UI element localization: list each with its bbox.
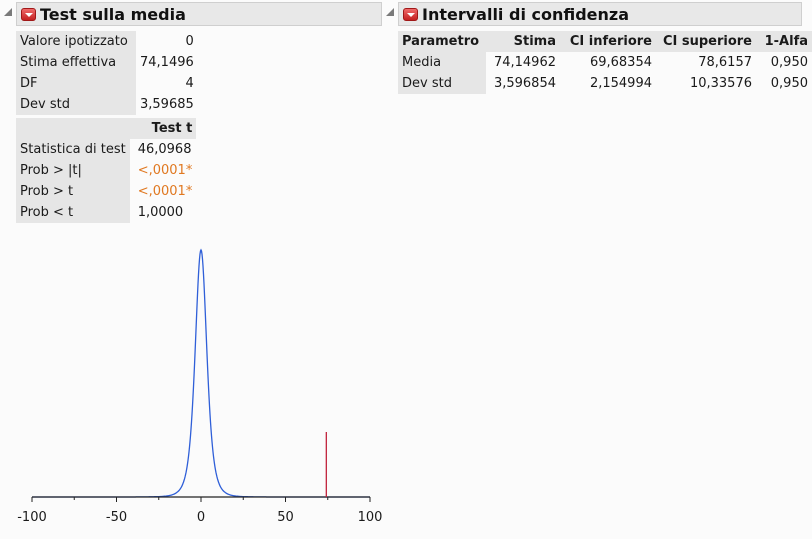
test-row: Prob < t 1,0000	[16, 202, 197, 223]
summary-row: Dev std 3,59685	[16, 94, 198, 115]
cell-value: 0,950	[756, 52, 812, 73]
confidence-intervals-table: Parametro Stima CI inferiore CI superiore 1-…	[398, 31, 812, 94]
cell-value: 78,6157	[656, 52, 756, 73]
test-row: Statistica di test 46,0968	[16, 139, 197, 160]
column-header: CI inferiore	[560, 31, 656, 52]
x-tick-label: 50	[277, 510, 294, 525]
ci-row: Media 74,14962 69,68354 78,6157 0,950	[398, 52, 812, 73]
density-curve	[32, 248, 370, 498]
column-header: Stima	[486, 31, 560, 52]
column-header: Parametro	[398, 31, 486, 52]
row-label: Dev std	[398, 73, 486, 94]
row-label: Media	[398, 52, 486, 73]
cell-value: 2,154994	[560, 73, 656, 94]
column-header: 1-Alfa	[756, 31, 812, 52]
summary-row: Stima effettiva 74,1496	[16, 52, 198, 73]
row-label: Stima effettiva	[16, 52, 136, 73]
row-label: Dev std	[16, 94, 136, 115]
red-triangle-menu-icon[interactable]	[403, 7, 418, 21]
cell-value: 3,596854	[486, 73, 560, 94]
disclosure-triangle-icon[interactable]	[386, 8, 394, 16]
x-tick-label: -100	[17, 510, 47, 525]
disclosure-triangle-icon[interactable]	[4, 8, 12, 16]
panel-title: Test sulla media	[40, 4, 186, 24]
test-row: Prob > t <,0001*	[16, 181, 197, 202]
cell-value: 69,68354	[560, 52, 656, 73]
row-value: <,0001*	[129, 160, 197, 181]
blank-header	[16, 118, 130, 139]
row-value: 1,0000	[129, 202, 197, 223]
row-label: DF	[16, 73, 136, 94]
x-tick-label: 100	[358, 510, 383, 525]
summary-row: Valore ipotizzato 0	[16, 31, 198, 52]
summary-row: DF 4	[16, 73, 198, 94]
red-triangle-menu-icon[interactable]	[21, 7, 36, 21]
row-label: Valore ipotizzato	[16, 31, 136, 52]
row-value: 0	[136, 31, 198, 52]
row-value: 74,1496	[136, 52, 198, 73]
panel-title: Intervalli di confidenza	[422, 4, 630, 24]
cell-value: 10,33576	[656, 73, 756, 94]
test-panel-header: Test sulla media	[16, 2, 382, 26]
cell-value: 0,950	[756, 73, 812, 94]
x-tick-label: -50	[106, 510, 127, 525]
row-label: Prob > |t|	[16, 160, 130, 181]
row-label: Prob < t	[16, 202, 130, 223]
test-row: Prob > |t| <,0001*	[16, 160, 197, 181]
summary-table: Valore ipotizzato 0 Stima effettiva 74,1496…	[16, 31, 198, 115]
row-label: Prob > t	[16, 181, 130, 202]
t-test-table: Test t Statistica di test 46,0968 Prob > |…	[16, 118, 197, 223]
cell-value: 74,14962	[486, 52, 560, 73]
row-label: Statistica di test	[16, 139, 130, 160]
x-tick-label: 0	[197, 510, 205, 525]
ci-row: Dev std 3,596854 2,154994 10,33576 0,950	[398, 73, 812, 94]
row-value: 46,0968	[129, 139, 197, 160]
row-value: <,0001*	[129, 181, 197, 202]
row-value: 3,59685	[136, 94, 198, 115]
row-value: 4	[136, 73, 198, 94]
ci-panel-header: Intervalli di confidenza	[398, 2, 802, 26]
t-test-header: Test t	[129, 118, 197, 139]
column-header: CI superiore	[656, 31, 756, 52]
